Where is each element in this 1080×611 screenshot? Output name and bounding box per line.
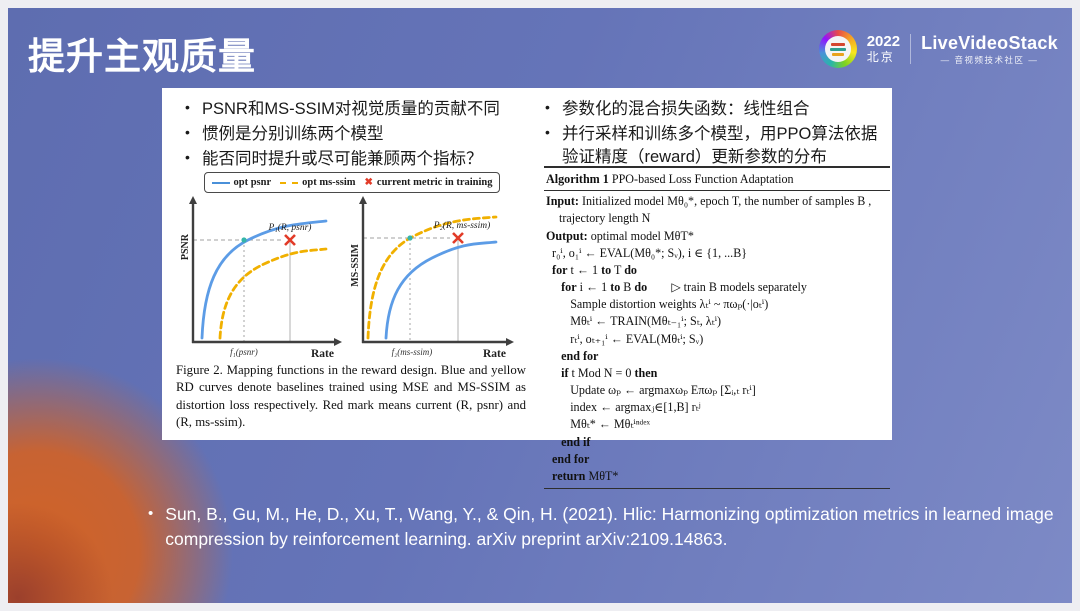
brand-block: 2022 北京 LiveVideoStack — 音视频技术社区 — <box>818 30 1058 68</box>
ms-ssim-rate-chart: MS-SSIM Rate f₂(ms-ssim) P₂(R, ms-ssim) <box>350 196 514 360</box>
brand-city: 北京 <box>866 49 895 64</box>
right-bullet-list: 参数化的混合损失函数：线性组合 并行采样和训练多个模型，用PPO算法依据验证精度… <box>538 98 886 170</box>
intersection-dot <box>407 235 413 241</box>
algorithm-line: Mθₜ* ← Mθₜⁱⁿᵈᵉˣ <box>546 417 651 432</box>
algorithm-title: Algorithm 1 PPO-based Loss Function Adap… <box>544 170 890 192</box>
legend-opt-psnr: opt psnr <box>211 177 272 188</box>
livevideostack-logo-icon <box>818 30 857 68</box>
y-axis-arrow <box>359 196 367 204</box>
y-axis-label: PSNR <box>180 233 191 260</box>
brand-wordmark-block: LiveVideoStack — 音视频技术社区 — <box>921 33 1058 65</box>
algorithm-input: Input: Initialized model Mθ₀*, epoch T, … <box>546 194 875 226</box>
red-cross-icon: ✖ <box>364 177 373 188</box>
algorithm-line: for i ← 1 to B do ▷ train B models separ… <box>561 280 807 295</box>
bullet-item: 惯例是分别训练两个模型 <box>178 123 530 146</box>
left-bullet-list: PSNR和MS-SSIM对视觉质量的贡献不同 惯例是分别训练两个模型 能否同时提… <box>178 98 530 172</box>
x-tick-label: f₁(psnr) <box>230 347 258 357</box>
bullet-item: 能否同时提升或尽可能兼顾两个指标？ <box>178 148 530 171</box>
algorithm-line: r₀ⁱ, o₁ⁱ ← EVAL(Mθ₀*; Sᵥ), i ∈ {1, ...B} <box>546 245 748 260</box>
opt-ms-ssim-curve <box>218 247 328 340</box>
intersection-dot <box>241 237 247 243</box>
x-axis-label: Rate <box>483 348 506 360</box>
content-panel: PSNR和MS-SSIM对视觉质量的贡献不同 惯例是分别训练两个模型 能否同时提… <box>162 88 892 490</box>
brand-year: 2022 <box>866 33 901 51</box>
opt-ms-ssim-curve <box>366 215 498 340</box>
algorithm-line: Mθₜⁱ ← TRAIN(Mθₜ₋₁ⁱ; Sₜ, λₜⁱ) <box>546 314 722 329</box>
x-axis-label: Rate <box>311 348 334 360</box>
algorithm-line: rₜⁱ, oₜ₊₁ⁱ ← EVAL(Mθₜⁱ; Sᵥ) <box>546 331 704 346</box>
slide: 提升主观质量 2022 北京 LiveVideoStack — 音视频技术社区 … <box>8 8 1072 603</box>
figure-caption: Figure 2. Mapping functions in the rewar… <box>176 363 526 429</box>
bullet-item: PSNR和MS-SSIM对视觉质量的贡献不同 <box>178 98 530 121</box>
algorithm-line: if t Mod N = 0 then <box>561 365 658 380</box>
legend-label: opt ms-ssim <box>302 177 356 188</box>
brand-tagline: — 音视频技术社区 — <box>940 54 1039 65</box>
brand-divider <box>910 34 912 64</box>
algorithm-body: Input: Initialized model Mθ₀*, epoch T, … <box>544 191 890 485</box>
current-metric-mark <box>452 232 464 244</box>
opt-psnr-curve <box>200 219 328 340</box>
x-axis-arrow <box>334 338 342 346</box>
yellow-dashed-line-icon <box>280 181 299 184</box>
algorithm-box: Algorithm 1 PPO-based Loss Function Adap… <box>544 166 890 490</box>
x-axis-arrow <box>506 338 514 346</box>
algorithm-line: end for <box>552 451 590 466</box>
algorithm-line: end if <box>561 434 591 449</box>
figure-legend: opt psnr opt ms-ssim ✖ current metric in… <box>204 172 500 193</box>
citation-bullet: • <box>148 505 154 522</box>
bullet-item: 并行采样和训练多个模型，用PPO算法依据验证精度（reward）更新参数的分布 <box>538 123 886 169</box>
legend-label: opt psnr <box>233 177 272 188</box>
slide-title: 提升主观质量 <box>28 36 256 77</box>
point-label: P₁(R, psnr) <box>268 222 312 233</box>
logo-core <box>824 36 851 62</box>
citation-block: • Sun, B., Gu, M., He, D., Xu, T., Wang,… <box>148 502 1064 551</box>
point-label: P₂(R, ms-ssim) <box>433 220 491 231</box>
brand-year-block: 2022 北京 <box>867 34 900 64</box>
x-tick-label: f₂(ms-ssim) <box>392 347 433 357</box>
algorithm-line: Sample distortion weights λₜⁱ ~ πωₚ(·|oₜ… <box>546 297 769 312</box>
bullet-item: 参数化的混合损失函数：线性组合 <box>538 98 886 121</box>
algorithm-line: end for <box>561 348 599 363</box>
blue-line-icon <box>211 181 230 184</box>
algorithm-line: Update ωₚ ← argmaxωₚ Eπωₚ [Σᵢ,ₜ rₜⁱ] <box>546 383 756 398</box>
current-metric-mark <box>284 234 296 246</box>
y-axis-label: MS-SSIM <box>350 243 361 286</box>
y-axis-arrow <box>189 196 197 204</box>
citation-text: Sun, B., Gu, M., He, D., Xu, T., Wang, Y… <box>165 504 1054 549</box>
opt-psnr-curve <box>384 240 498 340</box>
algorithm-line: for t ← 1 to T do <box>552 262 637 277</box>
algorithm-line: index ← argmaxⱼ∈[1,B] rₜʲ <box>546 400 701 415</box>
algorithm-output: Output: optimal model MθT* <box>546 228 694 243</box>
brand-wordmark: LiveVideoStack <box>921 33 1058 54</box>
legend-label: current metric in training <box>376 177 493 188</box>
legend-current-metric: ✖ current metric in training <box>365 177 493 188</box>
algorithm-line: return MθT* <box>552 468 619 483</box>
psnr-rate-chart: PSNR Rate f₁(psnr) P₁(R, psnr) <box>180 196 342 360</box>
legend-opt-ms-ssim: opt ms-ssim <box>280 177 356 188</box>
